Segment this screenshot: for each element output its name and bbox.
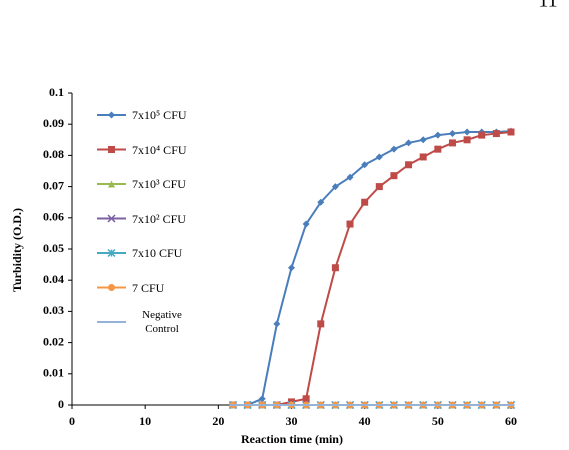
x-tick-label: 30	[286, 414, 298, 428]
legend-label: 7x10⁴ CFU	[132, 143, 198, 157]
y-tick-label: 0.08	[43, 147, 64, 161]
y-tick-label: 0.09	[43, 116, 64, 130]
marker	[347, 221, 354, 228]
marker	[464, 136, 471, 143]
x-tick-label: 20	[212, 414, 224, 428]
x-axis-label: Reaction time (min)	[241, 432, 343, 446]
marker	[405, 139, 412, 146]
marker	[478, 132, 485, 139]
y-tick-label: 0.05	[43, 241, 64, 255]
marker	[405, 161, 412, 168]
x-tick-label: 0	[69, 414, 75, 428]
marker	[108, 112, 115, 119]
marker	[273, 320, 280, 327]
legend-label: 7x10⁵ CFU	[132, 108, 198, 122]
y-axis-label: Turbidity (O.D.)	[10, 208, 24, 292]
marker	[464, 129, 471, 136]
marker	[361, 199, 368, 206]
x-tick-label: 40	[359, 414, 371, 428]
marker	[108, 146, 115, 153]
y-tick-label: 0.01	[43, 366, 64, 380]
y-tick-label: 0.04	[43, 272, 64, 286]
marker	[434, 146, 441, 153]
marker	[376, 153, 383, 160]
x-tick-label: 10	[139, 414, 151, 428]
marker	[332, 264, 339, 271]
y-tick-label: 0.07	[43, 178, 64, 192]
marker	[303, 395, 310, 402]
marker	[420, 153, 427, 160]
marker	[434, 132, 441, 139]
marker	[508, 129, 515, 136]
legend-label: 7x10 CFU	[132, 246, 198, 260]
marker	[390, 146, 397, 153]
page-number: 11	[538, 0, 557, 12]
series-line	[233, 132, 511, 405]
y-tick-label: 0.1	[49, 85, 64, 99]
y-tick-label: 0.03	[43, 303, 64, 317]
marker	[390, 172, 397, 179]
marker	[449, 139, 456, 146]
legend-label: 7 CFU	[132, 281, 198, 295]
y-tick-label: 0	[58, 397, 64, 411]
marker	[449, 130, 456, 137]
x-tick-label: 50	[432, 414, 444, 428]
y-tick-label: 0.02	[43, 334, 64, 348]
marker	[493, 130, 500, 137]
marker	[317, 320, 324, 327]
page: 11 Reaction time (min) Turbidity (O.D.) …	[0, 0, 569, 450]
x-tick-label: 60	[505, 414, 517, 428]
legend-label: 7x10² CFU	[132, 212, 198, 226]
legend-label: 7x10³ CFU	[132, 177, 198, 191]
marker	[288, 264, 295, 271]
marker	[376, 183, 383, 190]
marker	[108, 284, 115, 291]
chart: 11 Reaction time (min) Turbidity (O.D.) …	[0, 0, 569, 450]
series-line	[233, 131, 511, 405]
marker	[420, 136, 427, 143]
marker	[259, 395, 266, 402]
y-tick-label: 0.06	[43, 210, 64, 224]
legend-label: Negative Control	[134, 308, 190, 336]
